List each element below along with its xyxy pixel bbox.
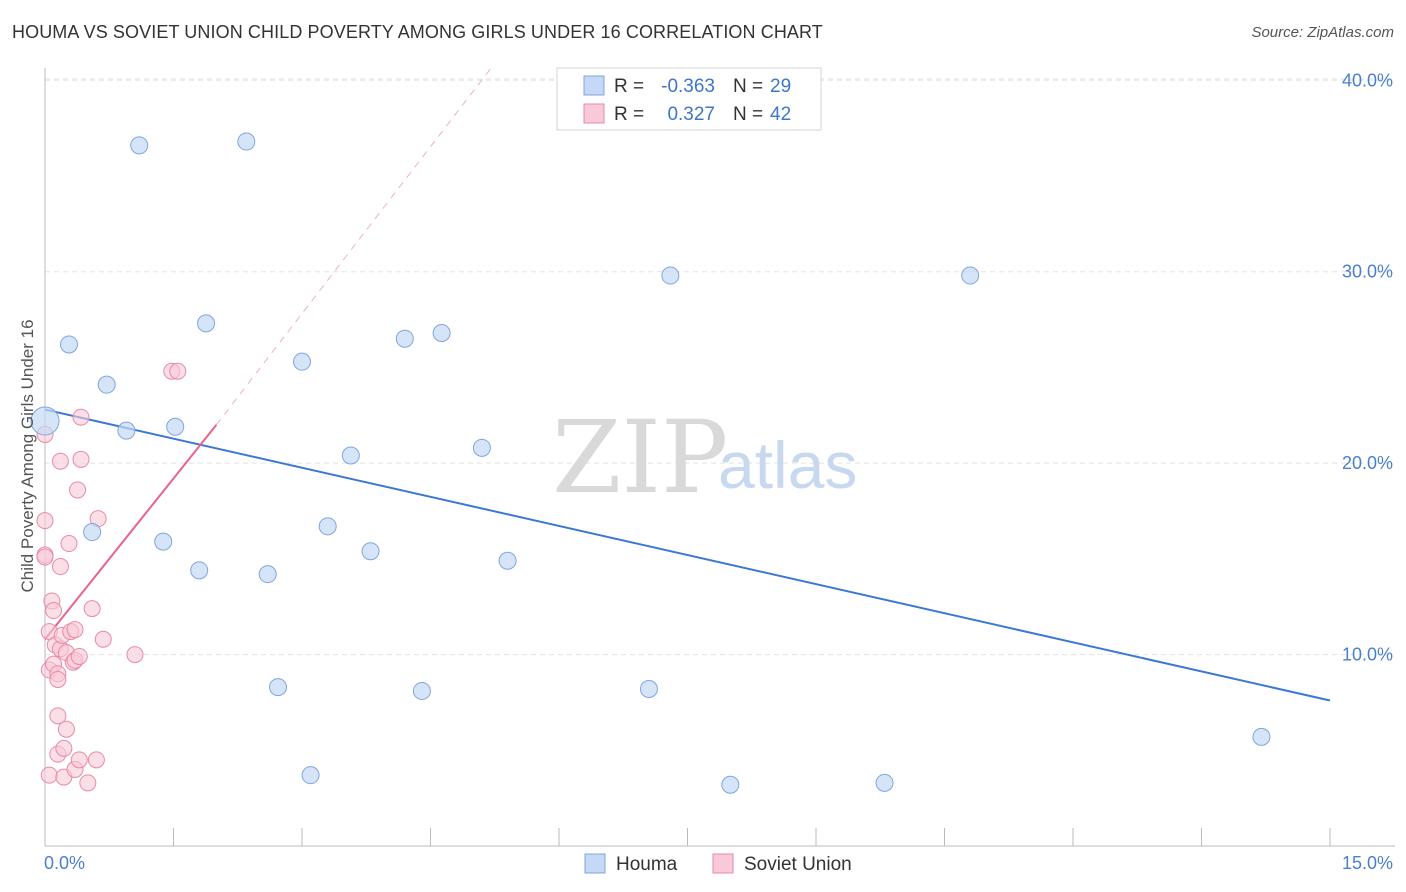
soviet-point	[66, 621, 84, 639]
legend-soviet-r-label: R =	[614, 104, 644, 125]
y-tick-label-3: 40.0%	[1342, 70, 1393, 90]
soviet-point	[87, 751, 105, 769]
legend-soviet-n-value: 42	[770, 104, 791, 125]
houma-point	[639, 680, 658, 699]
houma-point	[341, 446, 360, 465]
gridlines	[45, 78, 1395, 656]
soviet-point	[49, 707, 67, 725]
soviet-point	[36, 512, 54, 530]
houma-point	[1252, 727, 1271, 746]
source-label: Source: ZipAtlas.com	[1251, 24, 1394, 41]
bottom-legend-houma-swatch	[584, 853, 606, 874]
y-tick-label-2: 30.0%	[1342, 262, 1393, 282]
soviet-point	[72, 408, 90, 426]
houma-trend-line	[44, 408, 1331, 702]
soviet-trend-line	[44, 424, 218, 640]
houma-point	[395, 329, 414, 348]
houma-point	[293, 352, 311, 371]
houma-point	[661, 266, 680, 285]
soviet-point	[60, 535, 78, 553]
legend-houma-r-value: -0.363	[661, 76, 715, 97]
legend-soviet-n-label: N =	[733, 104, 763, 125]
soviet-point	[69, 481, 87, 499]
soviet-point	[57, 720, 75, 738]
bottom-legend-houma-label: Houma	[616, 854, 678, 875]
bottom-legend-soviet-label: Soviet Union	[744, 854, 852, 875]
legend-houma-r-label: R =	[614, 76, 644, 97]
tick-labels: 10.0% 20.0% 30.0% 40.0% 0.0% 15.0%	[44, 70, 1393, 873]
legend-box: R = -0.363 N = 29 R = 0.327 N = 42	[556, 67, 822, 131]
houma-point	[117, 421, 136, 440]
soviet-trend-extension	[215, 68, 491, 426]
houma-point	[432, 323, 451, 342]
legend-soviet-r-value: 0.327	[667, 104, 715, 125]
houma-point	[361, 542, 380, 561]
houma-point	[301, 766, 320, 785]
houma-point	[59, 335, 78, 354]
houma-point	[318, 517, 337, 536]
y-tick-label-1: 20.0%	[1342, 453, 1393, 473]
soviet-point	[49, 670, 67, 688]
houma-point	[237, 132, 256, 151]
houma-point	[166, 417, 185, 436]
chart-title: HOUMA VS SOVIET UNION CHILD POVERTY AMON…	[12, 22, 823, 42]
data-points	[30, 132, 1271, 794]
trend-lines	[44, 68, 1331, 702]
soviet-point	[45, 602, 63, 620]
soviet-point	[70, 751, 88, 769]
soviet-point	[55, 739, 73, 757]
watermark-zip: ZIP	[552, 399, 728, 516]
bottom-legend-soviet-swatch	[712, 853, 734, 874]
houma-point	[269, 678, 288, 697]
houma-point	[30, 406, 60, 436]
houma-point	[197, 314, 216, 333]
houma-point	[130, 136, 149, 155]
houma-point	[961, 266, 980, 285]
soviet-point	[51, 452, 69, 470]
houma-point	[154, 532, 173, 551]
x-tick-label-min: 0.0%	[44, 853, 85, 873]
soviet-point	[51, 558, 69, 576]
legend-houma-swatch	[583, 75, 605, 96]
soviet-point	[126, 646, 144, 664]
x-tick-label-max: 15.0%	[1342, 853, 1393, 873]
soviet-point	[169, 362, 187, 380]
y-axis-label: Child Poverty Among Girls Under 16	[18, 319, 37, 592]
houma-point	[412, 681, 431, 700]
houma-point	[190, 561, 209, 580]
houma-point	[721, 775, 740, 794]
houma-point	[83, 523, 102, 542]
soviet-point	[72, 450, 90, 468]
soviet-point	[40, 766, 58, 784]
houma-point	[97, 375, 116, 394]
houma-point	[472, 438, 491, 457]
watermark-atlas: atlas	[718, 428, 857, 502]
houma-point	[498, 551, 517, 570]
legend-houma-n-label: N =	[733, 76, 763, 97]
soviet-point	[94, 630, 112, 648]
houma-point	[258, 565, 277, 584]
soviet-point	[70, 647, 88, 665]
bottom-legend: Houma Soviet Union	[584, 853, 852, 875]
soviet-point	[83, 600, 101, 618]
soviet-point	[79, 774, 97, 792]
watermark: ZIP atlas	[552, 399, 857, 516]
legend-houma-n-value: 29	[770, 76, 791, 97]
legend-soviet-swatch	[583, 103, 605, 124]
y-tick-label-0: 10.0%	[1342, 645, 1393, 665]
soviet-point	[36, 548, 54, 566]
houma-point	[875, 773, 894, 792]
axes	[44, 68, 1395, 847]
